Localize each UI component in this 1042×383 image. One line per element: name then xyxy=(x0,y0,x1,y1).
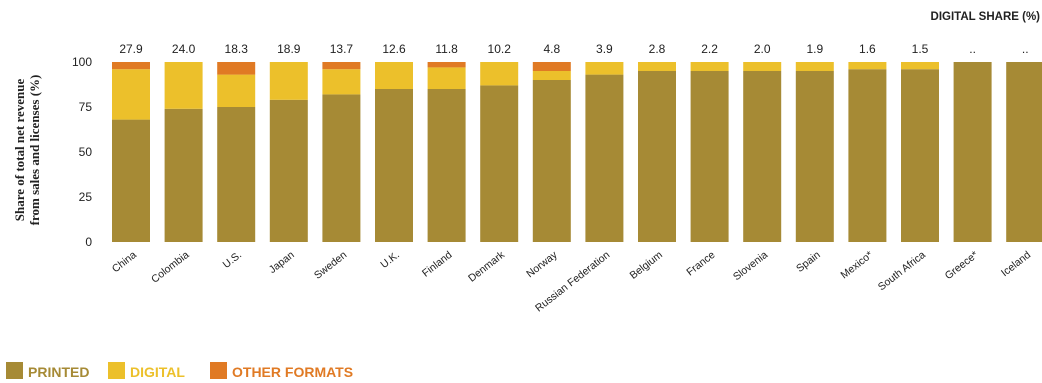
x-axis-categories: China Colombia U.S. Japan Sweden U.K. Finland D… xyxy=(110,248,1033,314)
legend-label: DIGITAL xyxy=(130,364,185,380)
bar-segment-printed xyxy=(795,71,834,242)
bar-segment-printed xyxy=(901,69,939,242)
bar-segment-digital xyxy=(848,62,887,70)
y-tick-label: 75 xyxy=(79,100,93,114)
bar-segment-other-formats xyxy=(217,62,256,75)
y-axis-label-line2: from sales and licenses (%) xyxy=(27,75,42,226)
bar-segment-other-formats xyxy=(532,62,571,71)
digital-share-label: 4.8 xyxy=(543,42,560,56)
bar-segment-digital xyxy=(112,69,150,120)
digital-share-label: 24.0 xyxy=(172,42,196,56)
digital-share-label: 18.9 xyxy=(277,42,301,56)
category-label: South Africa xyxy=(876,249,928,293)
y-axis: 0 25 50 75 100 xyxy=(72,55,92,249)
digital-share-label: 27.9 xyxy=(119,42,143,56)
category-label: Slovenia xyxy=(731,249,770,283)
bar-segment-digital xyxy=(269,62,308,100)
digital-share-header: DIGITAL SHARE (%) xyxy=(931,11,1041,23)
bar-segment-digital xyxy=(427,67,466,89)
bar-segment-printed xyxy=(690,71,729,242)
category-label: Japan xyxy=(267,249,297,276)
bar-segment-printed xyxy=(427,89,466,242)
legend-swatch xyxy=(6,362,23,379)
category-label: Greece* xyxy=(943,249,981,282)
digital-share-labels: 27.9 24.0 18.3 18.9 13.7 12.6 11.8 10.2 4.8 3.9 2.… xyxy=(119,42,1028,56)
bar-segment-digital xyxy=(901,62,939,70)
digital-share-label: 1.5 xyxy=(912,42,929,56)
bar-segment-digital xyxy=(638,62,676,71)
category-label: Denmark xyxy=(466,248,508,284)
category-label: Spain xyxy=(794,249,823,275)
bars xyxy=(112,62,1042,243)
legend: PRINTED DIGITAL OTHER FORMATS xyxy=(6,362,353,380)
bar-segment-printed xyxy=(743,71,782,242)
bar-segment-digital xyxy=(480,62,519,86)
digital-share-label: 1.6 xyxy=(859,42,876,56)
digital-share-label: 2.0 xyxy=(754,42,771,56)
digital-share-label: .. xyxy=(1022,42,1029,56)
digital-share-label: 12.6 xyxy=(382,42,406,56)
bar-segment-other-formats xyxy=(427,62,466,68)
y-axis-label-line1: Share of total net revenue xyxy=(12,79,27,222)
category-label: China xyxy=(110,249,139,275)
digital-share-label: .. xyxy=(969,42,976,56)
y-tick-label: 50 xyxy=(79,145,93,159)
category-label: Sweden xyxy=(312,249,349,282)
y-tick-label: 0 xyxy=(85,235,92,249)
bar-segment-digital xyxy=(532,71,571,80)
category-label: Iceland xyxy=(999,249,1033,279)
category-label: U.K. xyxy=(378,249,401,271)
bar-segment-printed xyxy=(164,108,203,242)
bar-segment-printed xyxy=(480,85,519,243)
bar-segment-printed xyxy=(532,80,571,242)
bar-segment-digital xyxy=(375,62,413,89)
legend-label: PRINTED xyxy=(28,364,89,380)
bar-segment-digital xyxy=(322,69,361,95)
y-tick-label: 25 xyxy=(79,190,93,204)
bar-segment-printed xyxy=(112,119,150,242)
bar-segment-digital xyxy=(795,62,834,71)
digital-share-label: 2.8 xyxy=(649,42,666,56)
bar-segment-other-formats xyxy=(322,62,361,70)
digital-share-label: 11.8 xyxy=(435,42,458,56)
legend-swatch xyxy=(108,362,125,379)
category-label: Finland xyxy=(420,249,455,280)
bar-segment-printed xyxy=(848,69,887,242)
legend-label: OTHER FORMATS xyxy=(232,364,353,380)
bar-segment-digital xyxy=(164,62,203,109)
bar-segment-digital xyxy=(743,62,782,71)
category-label: Colombia xyxy=(149,249,191,286)
bar-segment-digital xyxy=(585,62,624,75)
digital-share-label: 13.7 xyxy=(330,42,354,56)
digital-share-label: 18.3 xyxy=(225,42,249,56)
bar-segment-printed xyxy=(585,74,624,242)
digital-share-label: 2.2 xyxy=(701,42,718,56)
bar-segment-printed xyxy=(375,89,413,242)
bar-segment-digital xyxy=(690,62,729,71)
legend-swatch xyxy=(210,362,227,379)
bar-segment-printed xyxy=(1006,62,1042,242)
category-label: Belgium xyxy=(628,249,665,282)
bar-segment-printed xyxy=(638,71,676,242)
digital-share-label: 10.2 xyxy=(488,42,512,56)
y-tick-label: 100 xyxy=(72,55,92,69)
bar-segment-printed xyxy=(322,94,361,243)
category-label: France xyxy=(684,249,717,279)
bar-segment-digital xyxy=(217,74,256,107)
category-label: Norway xyxy=(524,248,560,280)
bar-segment-printed xyxy=(217,107,256,242)
bar-segment-printed xyxy=(269,99,308,242)
digital-share-label: 1.9 xyxy=(806,42,823,56)
bar-segment-other-formats xyxy=(112,62,150,70)
digital-share-label: 3.9 xyxy=(596,42,613,56)
bar-segment-printed xyxy=(953,62,992,242)
category-label: U.S. xyxy=(221,249,244,271)
category-label: Mexico* xyxy=(838,249,875,281)
